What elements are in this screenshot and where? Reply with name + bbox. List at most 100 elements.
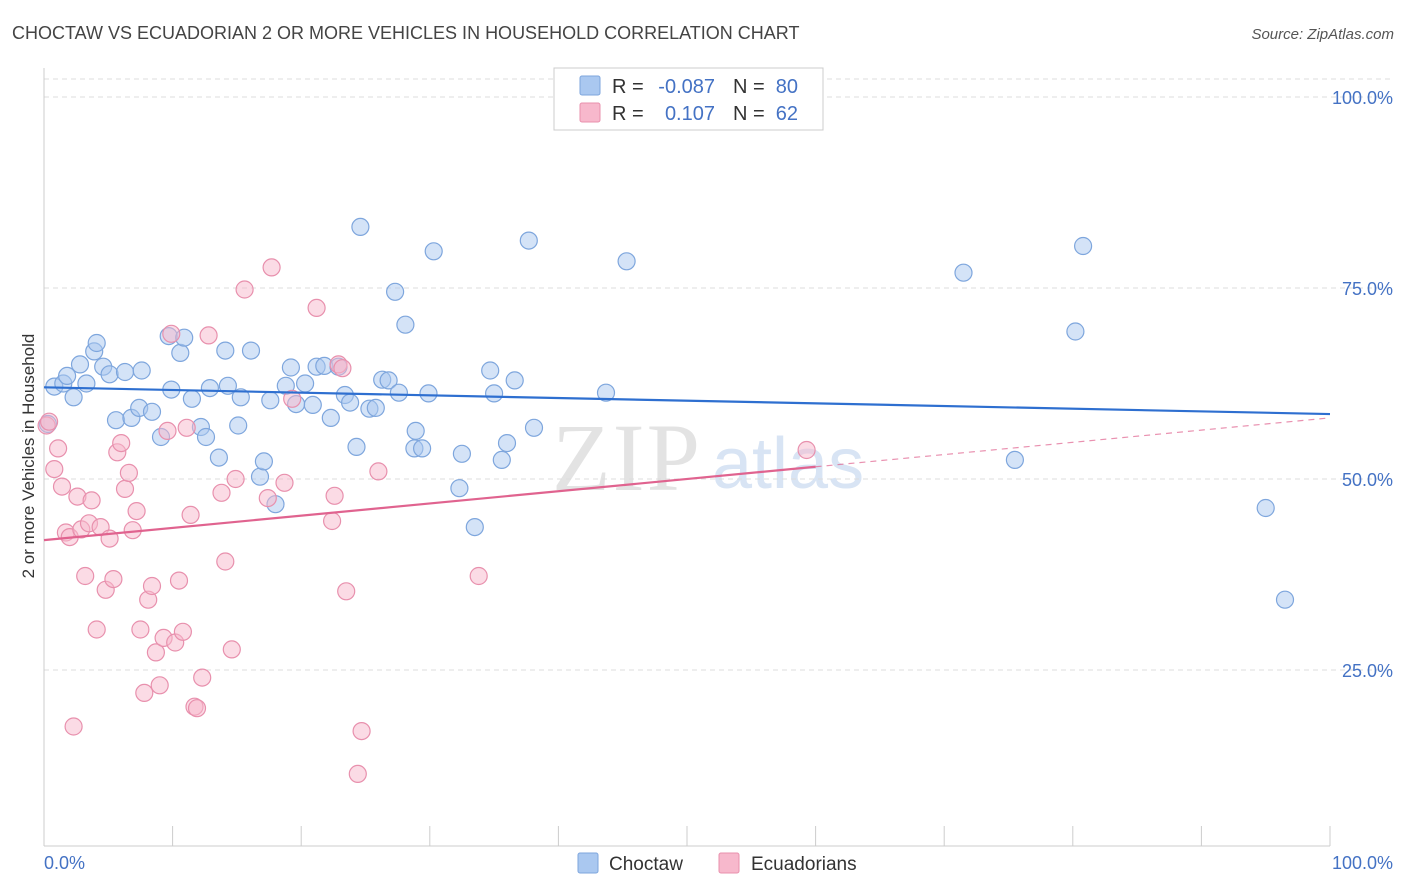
data-point-ecuadorians [469, 566, 488, 586]
legend-label-choctaw: Choctaw [609, 854, 683, 875]
data-point-choctaw [115, 362, 135, 382]
data-point-ecuadorians [119, 463, 138, 482]
data-point-choctaw [171, 343, 190, 362]
data-point-ecuadorians [258, 489, 277, 508]
stats-legend-swatch-choctaw [579, 75, 601, 96]
data-point-choctaw [64, 388, 83, 407]
data-point-choctaw [406, 421, 425, 440]
y-axis-label: 2 or more Vehicles in Household [19, 334, 38, 579]
data-point-choctaw [1066, 322, 1085, 341]
data-point-ecuadorians [146, 643, 165, 662]
data-point-ecuadorians [797, 440, 816, 460]
legend-swatch-ecuadorians [718, 852, 740, 874]
data-point-ecuadorians [39, 412, 59, 431]
data-point-choctaw [261, 391, 280, 410]
data-point-choctaw [100, 365, 119, 384]
data-point-ecuadorians [76, 566, 95, 586]
stats-legend-r-value: -0.087 [658, 76, 715, 98]
data-point-ecuadorians [181, 505, 200, 525]
data-point-choctaw [296, 374, 315, 393]
data-point-ecuadorians [135, 683, 154, 703]
data-point-ecuadorians [352, 721, 371, 741]
data-point-choctaw [524, 418, 544, 437]
data-point-choctaw [132, 361, 151, 380]
y-tick-label: 75.0% [1342, 279, 1393, 299]
data-point-ecuadorians [369, 462, 388, 481]
data-point-choctaw [396, 315, 415, 334]
data-point-choctaw [505, 371, 524, 390]
data-point-ecuadorians [142, 576, 162, 596]
stats-legend-r-label: R = [612, 76, 644, 98]
data-point-ecuadorians [199, 326, 218, 345]
data-point-choctaw [70, 355, 90, 374]
stats-legend: R = -0.087 N = 80 R = 0.107 N = 62 [553, 67, 824, 131]
data-point-ecuadorians [212, 483, 231, 502]
data-point-ecuadorians [64, 717, 83, 736]
x-tick-label-min: 0.0% [44, 853, 85, 873]
data-point-ecuadorians [193, 668, 212, 687]
data-point-ecuadorians [187, 699, 207, 718]
trend-line-ecuadorians [43, 465, 816, 542]
data-point-choctaw [424, 242, 443, 261]
gridlines [44, 78, 1393, 671]
data-point-choctaw [200, 379, 219, 398]
data-point-ecuadorians [348, 764, 367, 784]
data-point-ecuadorians [235, 280, 254, 299]
data-point-choctaw [379, 371, 398, 390]
data-point-ecuadorians [222, 640, 241, 659]
data-point-ecuadorians [112, 434, 131, 453]
data-point-choctaw [413, 439, 432, 458]
data-point-ecuadorians [323, 511, 342, 531]
data-point-choctaw [465, 517, 484, 537]
data-point-ecuadorians [115, 479, 135, 498]
data-point-choctaw [182, 389, 201, 408]
x-ticks [43, 826, 1331, 846]
data-point-choctaw [87, 333, 106, 353]
data-point-choctaw [321, 408, 340, 427]
data-point-choctaw [389, 383, 408, 402]
stats-legend-n-label: N = [733, 103, 765, 125]
x-tick-label-max: 100.0% [1332, 853, 1393, 873]
trend-lines [43, 386, 1331, 542]
data-point-ecuadorians [325, 486, 344, 505]
data-point-choctaw [1275, 590, 1295, 609]
data-point-choctaw [351, 217, 370, 236]
data-point-choctaw [954, 263, 973, 282]
data-point-ecuadorians [169, 571, 189, 590]
data-point-choctaw [57, 366, 77, 385]
y-tick-label: 50.0% [1342, 470, 1393, 490]
data-point-choctaw [106, 411, 126, 430]
data-point-ecuadorians [275, 473, 294, 492]
data-point-ecuadorians [283, 389, 302, 408]
stats-legend-n-value: 62 [776, 103, 798, 125]
data-point-choctaw [77, 374, 96, 393]
data-point-choctaw [347, 437, 366, 456]
data-point-choctaw [281, 358, 300, 377]
data-point-choctaw [209, 448, 228, 467]
stats-legend-n-value: 80 [776, 76, 798, 98]
stats-legend-swatch-ecuadorians [579, 102, 601, 123]
data-point-choctaw [231, 388, 250, 407]
legend-label-ecuadorians: Ecuadorians [751, 854, 857, 875]
stats-legend-r-value: 0.107 [665, 103, 715, 125]
data-point-choctaw [254, 452, 273, 471]
series-legend: Choctaw Ecuadorians [577, 852, 857, 875]
data-point-choctaw [419, 384, 438, 403]
data-point-ecuadorians [104, 569, 123, 589]
data-point-ecuadorians [87, 620, 106, 639]
data-point-choctaw [450, 479, 469, 498]
data-point-ecuadorians [216, 552, 235, 571]
data-point-ecuadorians [127, 502, 146, 521]
data-point-ecuadorians [82, 491, 101, 510]
scatter-points [37, 217, 1295, 784]
legend-swatch-choctaw [577, 852, 599, 874]
data-point-ecuadorians [48, 439, 68, 458]
stats-legend-r-label: R = [612, 103, 644, 125]
data-point-choctaw [617, 252, 636, 271]
data-point-choctaw [485, 384, 504, 403]
data-point-choctaw [1256, 498, 1275, 518]
trend-line-choctaw [43, 386, 1331, 416]
data-point-choctaw [303, 395, 322, 414]
data-point-ecuadorians [162, 324, 181, 343]
y-tick-labels: 25.0% 50.0% 75.0% 100.0% [1332, 88, 1393, 681]
